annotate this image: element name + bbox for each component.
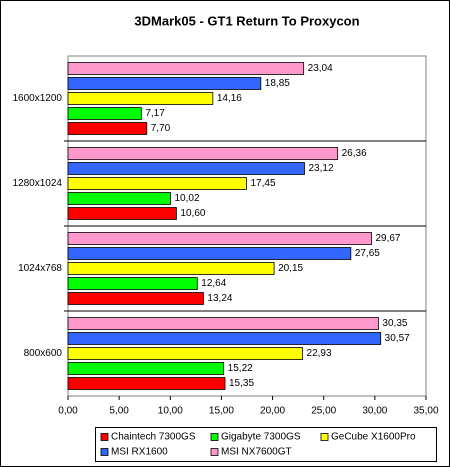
legend-label: MSI RX1600	[111, 447, 168, 458]
y-tick-label: 1600x1200	[13, 93, 63, 104]
value-label: 10,02	[174, 193, 199, 204]
bar	[67, 147, 339, 160]
value-label: 15,35	[229, 378, 254, 389]
bar	[67, 347, 303, 360]
value-label: 18,85	[265, 78, 290, 89]
x-tick-label: 5,00	[109, 406, 129, 417]
value-label: 13,24	[207, 293, 232, 304]
bar	[67, 77, 262, 90]
bar	[67, 192, 171, 205]
x-tick-label: 10,00	[158, 406, 183, 417]
legend-swatch	[320, 433, 329, 441]
legend-swatch	[210, 448, 219, 456]
bar	[67, 207, 177, 220]
x-tick-label: 25,00	[311, 406, 336, 417]
value-label: 10,60	[180, 208, 205, 219]
value-label: 27,65	[355, 248, 380, 259]
bar	[67, 177, 247, 190]
bar	[67, 92, 214, 105]
chart-title: 3DMark05 - GT1 Return To Proxycon	[134, 13, 359, 28]
value-label: 7,17	[145, 108, 165, 119]
value-label: 20,15	[278, 263, 303, 274]
value-label: 15,22	[228, 363, 253, 374]
y-tick-label: 1024x768	[18, 263, 62, 274]
x-tick-label: 20,00	[260, 406, 285, 417]
legend-label: MSI NX7600GT	[221, 447, 292, 458]
bar	[67, 292, 204, 305]
x-tick-label: 0,00	[58, 406, 78, 417]
value-label: 23,12	[308, 163, 333, 174]
value-label: 23,04	[308, 63, 333, 74]
x-tick-label: 30,00	[362, 406, 387, 417]
x-tick-label: 35,00	[413, 406, 438, 417]
value-label: 17,45	[250, 178, 275, 189]
bar	[67, 247, 352, 260]
bar	[67, 107, 142, 120]
legend-label: GeCube X1600Pro	[331, 432, 416, 443]
legend-swatch	[100, 448, 109, 456]
legend-swatch	[100, 433, 109, 441]
value-label: 30,35	[382, 318, 407, 329]
bar	[67, 362, 225, 375]
value-label: 30,57	[385, 333, 410, 344]
bar	[67, 377, 226, 390]
bar	[67, 332, 382, 345]
x-tick-label: 15,00	[209, 406, 234, 417]
value-label: 12,64	[201, 278, 226, 289]
bar	[67, 277, 198, 290]
legend-label: Chaintech 7300GS	[111, 432, 196, 443]
value-label: 22,93	[307, 348, 332, 359]
bar	[67, 262, 275, 275]
value-label: 14,16	[217, 93, 242, 104]
bar	[67, 162, 305, 175]
legend-label: Gigabyte 7300GS	[221, 432, 301, 443]
value-label: 29,67	[375, 233, 400, 244]
bar	[67, 122, 148, 135]
value-label: 7,70	[151, 123, 171, 134]
bar	[67, 62, 305, 75]
legend-swatch	[210, 433, 219, 441]
y-tick-label: 800x600	[24, 348, 63, 359]
value-label: 26,36	[342, 148, 367, 159]
legend	[95, 427, 437, 462]
bar	[67, 232, 372, 245]
y-tick-label: 1280x1024	[13, 178, 63, 189]
bar	[67, 317, 379, 330]
